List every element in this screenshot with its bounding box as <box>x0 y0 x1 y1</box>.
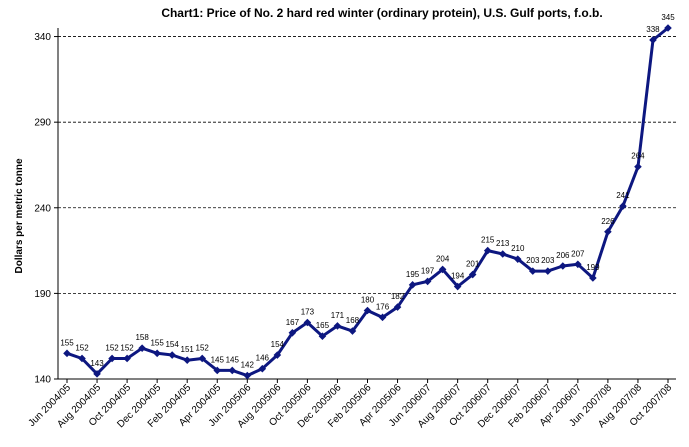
data-label: 215 <box>481 236 495 245</box>
data-label: 204 <box>436 254 450 263</box>
data-point <box>93 370 101 378</box>
data-point <box>604 227 612 236</box>
data-label: 167 <box>286 318 300 327</box>
data-point <box>333 322 342 330</box>
data-point <box>619 202 627 210</box>
y-tick-label: 290 <box>34 118 51 129</box>
data-point <box>63 349 71 358</box>
axes <box>54 28 676 383</box>
data-label: 143 <box>90 359 104 368</box>
data-label: 207 <box>571 249 585 258</box>
series-line <box>66 26 669 378</box>
data-label: 345 <box>661 13 675 22</box>
data-label: 197 <box>421 266 435 275</box>
data-point <box>408 281 417 289</box>
data-label: 241 <box>616 191 630 200</box>
y-tick-label: 140 <box>34 375 51 386</box>
data-point <box>378 313 387 322</box>
data-point <box>318 332 327 340</box>
data-point <box>453 282 462 291</box>
data-label: 151 <box>181 345 195 354</box>
data-label: 158 <box>135 333 149 342</box>
data-point <box>513 255 522 263</box>
data-point <box>498 250 507 258</box>
y-tick-labels: 140 190 240 290 340 <box>34 32 51 385</box>
data-point <box>153 349 161 358</box>
data-label: 171 <box>331 311 345 320</box>
data-label: 173 <box>301 307 315 316</box>
y-axis-label: Dollars per metric tonne <box>14 158 25 273</box>
data-point <box>363 306 372 315</box>
data-point <box>634 162 642 171</box>
y-tick-label: 340 <box>34 32 51 43</box>
data-point <box>649 36 657 44</box>
data-point <box>468 270 477 279</box>
data-label: 152 <box>196 343 210 352</box>
data-label: 154 <box>271 340 285 349</box>
data-label: 176 <box>376 302 390 311</box>
data-label: 182 <box>391 292 405 301</box>
data-point <box>574 260 582 269</box>
y-tick-label: 190 <box>34 289 51 300</box>
data-point <box>664 24 672 32</box>
data-label: 152 <box>120 343 134 352</box>
data-point <box>213 366 222 375</box>
data-point <box>559 262 567 270</box>
data-label: 180 <box>361 296 375 305</box>
data-label: 226 <box>601 217 615 226</box>
data-label: 142 <box>241 361 255 370</box>
data-point <box>288 328 297 337</box>
data-label: 168 <box>346 316 360 325</box>
data-point <box>168 351 176 359</box>
data-label: 194 <box>451 272 465 281</box>
data-label: 203 <box>526 256 540 265</box>
data-point <box>528 267 537 275</box>
y-tick-label: 240 <box>34 203 51 214</box>
data-label: 210 <box>511 244 525 253</box>
data-label: 152 <box>75 343 89 352</box>
data-label: 155 <box>60 338 74 347</box>
data-point <box>198 354 207 363</box>
data-point <box>273 351 282 359</box>
data-point <box>423 277 432 286</box>
data-label: 154 <box>165 340 179 349</box>
data-point <box>348 327 357 335</box>
data-point <box>483 246 492 255</box>
data-label: 165 <box>316 321 330 330</box>
data-point <box>123 354 131 363</box>
data-point <box>243 371 252 380</box>
data-label: 145 <box>211 355 225 364</box>
data-label: 155 <box>150 338 164 347</box>
data-label: 203 <box>541 256 555 265</box>
data-point <box>438 265 447 274</box>
data-point <box>544 267 552 275</box>
chart-title: Chart1: Price of No. 2 hard red winter (… <box>161 6 602 20</box>
data-point <box>258 364 267 373</box>
data-point <box>138 344 146 352</box>
data-point <box>393 303 402 311</box>
data-label: 338 <box>646 25 660 34</box>
data-point <box>183 356 191 364</box>
data-point <box>589 274 597 282</box>
data-point <box>303 318 312 327</box>
data-label: 264 <box>631 152 645 161</box>
data-point <box>228 366 237 375</box>
data-label: 146 <box>256 354 270 363</box>
data-point <box>78 354 86 363</box>
price-series <box>63 24 672 380</box>
data-label: 213 <box>496 239 510 248</box>
data-label: 206 <box>556 251 570 260</box>
data-label: 201 <box>466 260 480 269</box>
data-label: 145 <box>226 355 240 364</box>
gridlines <box>58 36 676 294</box>
data-label: 152 <box>105 343 119 352</box>
data-label: 199 <box>586 263 600 272</box>
data-label: 195 <box>406 270 420 279</box>
data-point <box>108 354 116 363</box>
